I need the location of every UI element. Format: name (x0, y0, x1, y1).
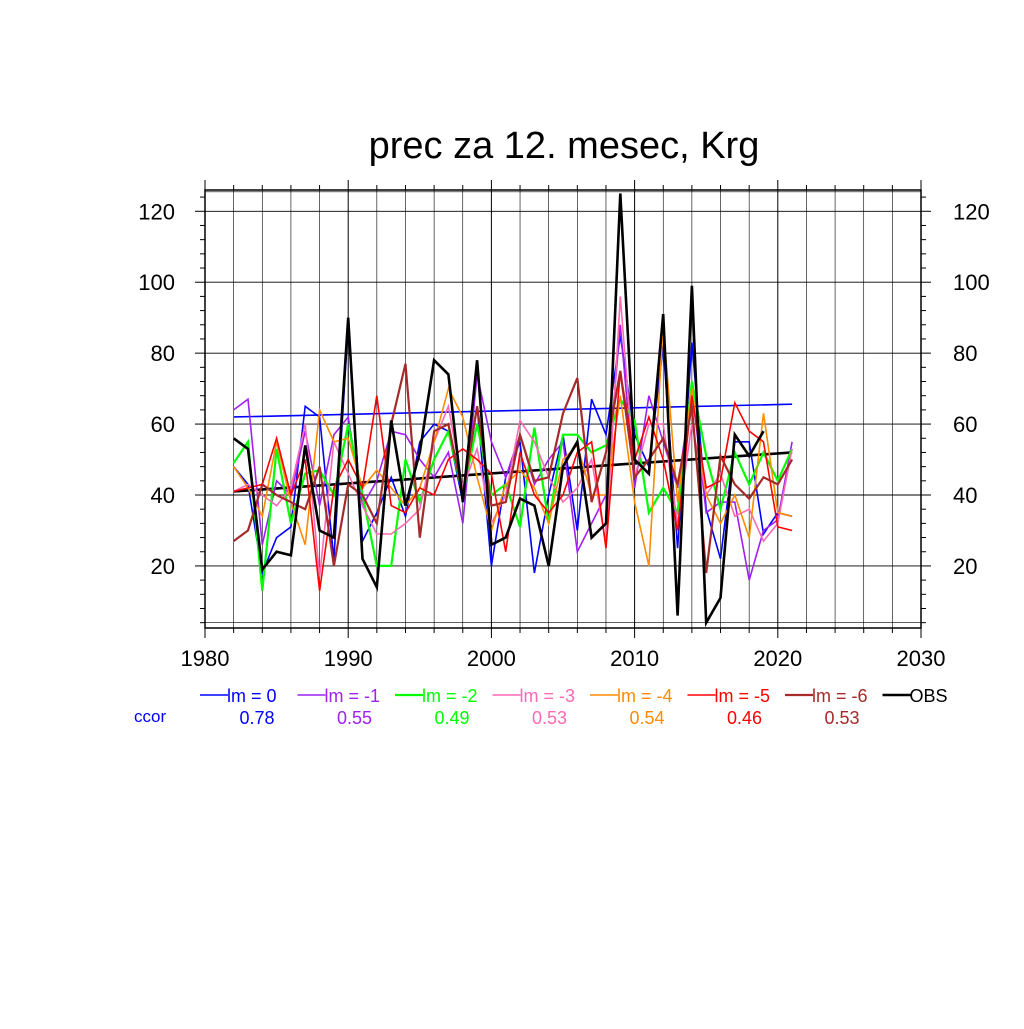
y-tick-label-left: 80 (151, 341, 175, 366)
legend-ccor-4: 0.54 (629, 708, 664, 728)
x-tick-label: 2020 (753, 646, 802, 671)
legend-label-6: lm = -6 (812, 686, 868, 706)
legend-label-1: lm = -1 (325, 686, 381, 706)
legend-label-0: lm = 0 (227, 686, 277, 706)
trend-line-0 (233, 403, 793, 418)
legend-ccor-3: 0.53 (532, 708, 567, 728)
y-tick-label-right: 80 (953, 341, 977, 366)
y-tick-label-left: 120 (138, 199, 175, 224)
chart-title: prec za 12. mesec, Krg (369, 125, 760, 167)
legend-ccor-5: 0.46 (727, 708, 762, 728)
y-tick-label-left: 20 (151, 554, 175, 579)
grid-layer (205, 190, 921, 628)
legend-label-3: lm = -3 (520, 686, 576, 706)
legend-ccor-1: 0.55 (337, 708, 372, 728)
legend-ccor-6: 0.53 (824, 708, 859, 728)
legend-label-5: lm = -5 (715, 686, 771, 706)
y-tick-label-right: 20 (953, 554, 977, 579)
legend-label-2: lm = -2 (422, 686, 478, 706)
x-tick-label: 2010 (610, 646, 659, 671)
y-tick-label-right: 100 (953, 270, 990, 295)
legend-label-7: OBS (910, 686, 948, 706)
series-line-6 (232, 363, 794, 574)
series-layer (232, 193, 794, 628)
legend-ccor-2: 0.49 (434, 708, 469, 728)
legend-ccor-0: 0.78 (239, 708, 274, 728)
series-line-7 (232, 193, 765, 628)
x-tick-label: 1980 (181, 646, 230, 671)
legend-label-4: lm = -4 (617, 686, 673, 706)
y-tick-label-left: 100 (138, 270, 175, 295)
x-tick-label: 2030 (897, 646, 946, 671)
plot-frame (204, 189, 922, 629)
y-tick-label-right: 120 (953, 199, 990, 224)
y-tick-label-right: 40 (953, 483, 977, 508)
ccor-label: ccor (134, 707, 166, 726)
y-tick-label-left: 40 (151, 483, 175, 508)
y-tick-label-right: 60 (953, 412, 977, 437)
y-tick-label-left: 60 (151, 412, 175, 437)
x-tick-label: 1990 (324, 646, 373, 671)
x-tick-label: 2000 (467, 646, 516, 671)
